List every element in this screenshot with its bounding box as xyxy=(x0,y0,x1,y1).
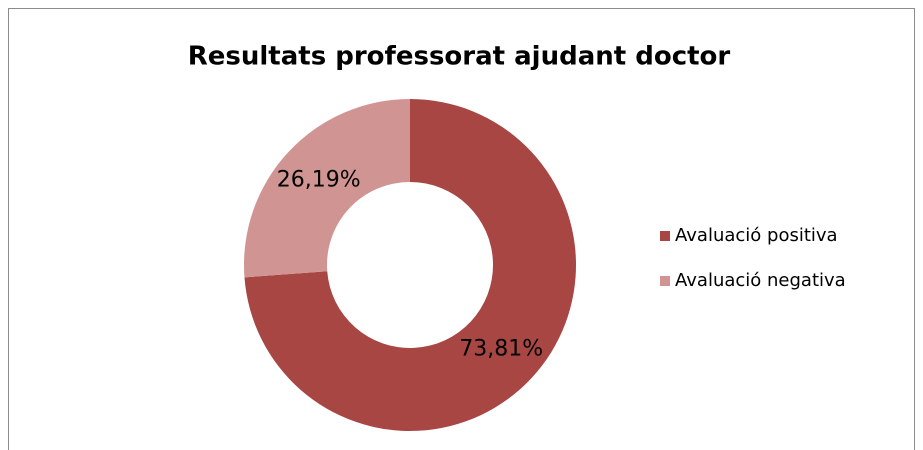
legend-label: Avaluació negativa xyxy=(675,270,846,291)
pie-slice xyxy=(244,99,410,278)
chart-title: Resultats professorat ajudant doctor xyxy=(188,42,731,72)
legend-swatch xyxy=(660,276,670,286)
legend-swatch xyxy=(660,231,670,241)
pie-slice xyxy=(244,99,576,431)
data-label: 73,81% xyxy=(459,337,543,362)
legend-label: Avaluació positiva xyxy=(675,225,838,246)
data-label: 26,19% xyxy=(277,167,361,192)
